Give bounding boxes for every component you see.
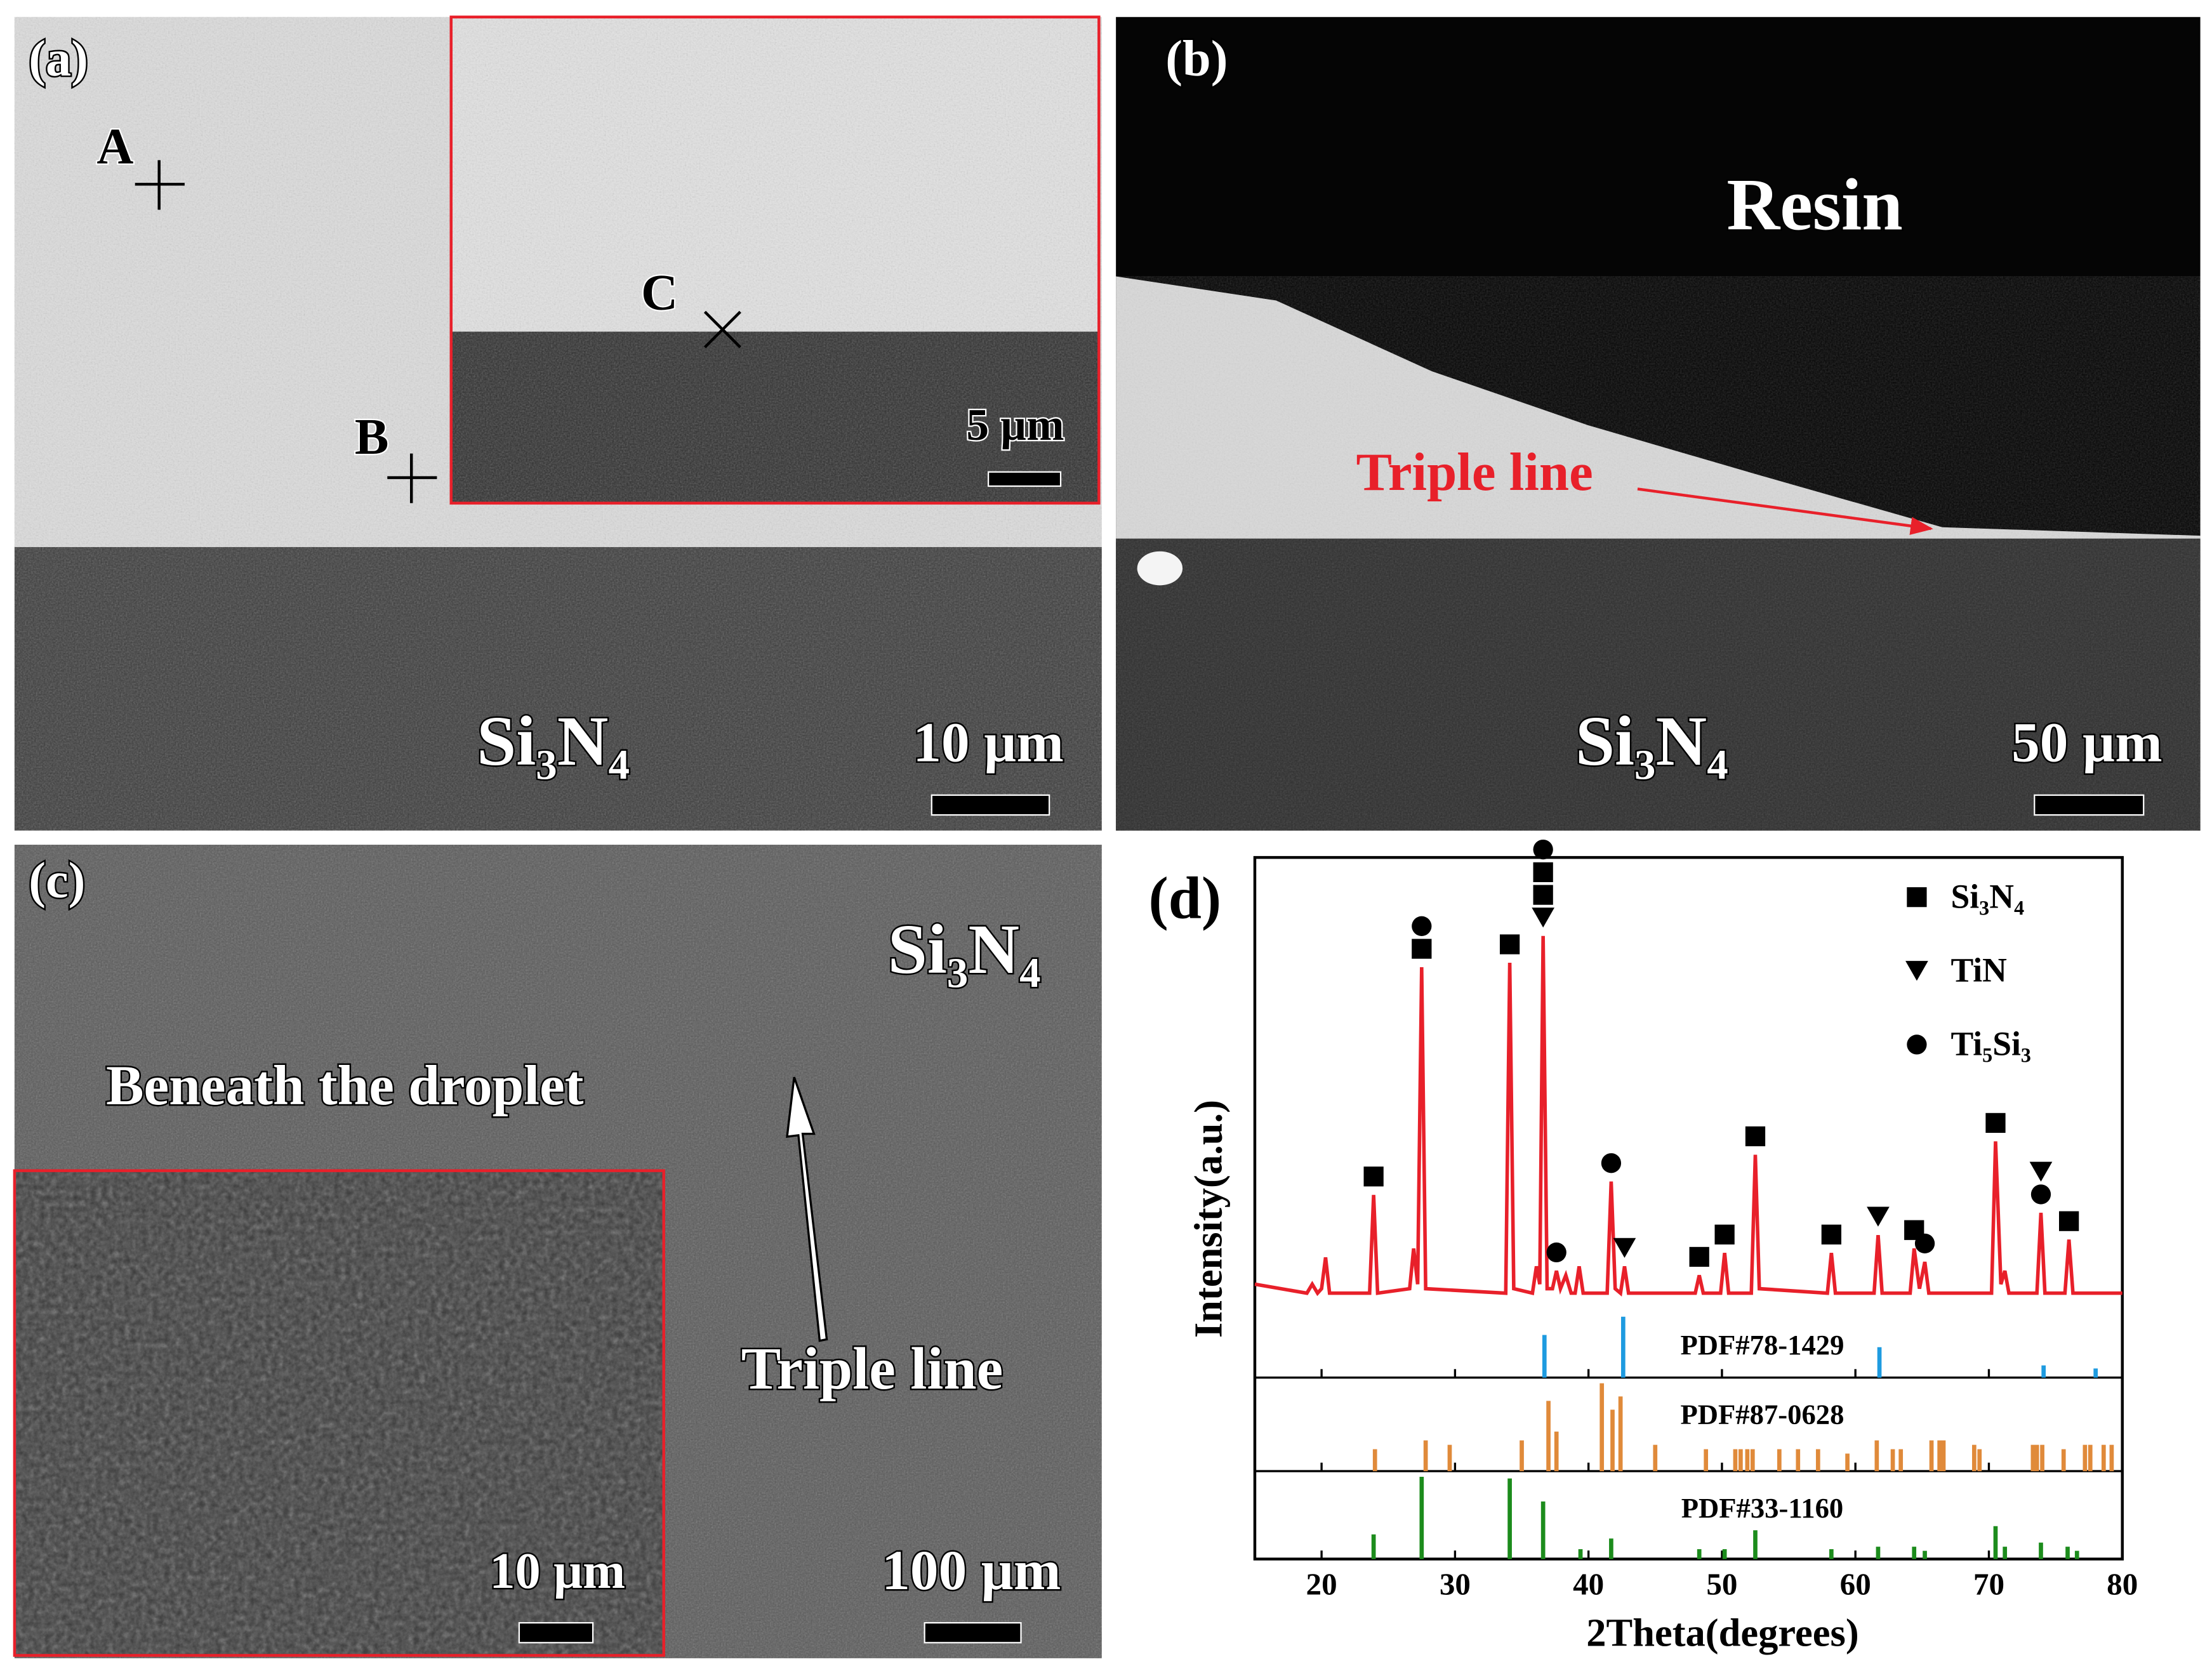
legend-symbol [1907,1034,1927,1055]
scale-label: 5 µm [966,400,1064,450]
peak-marker [1985,1113,2006,1133]
x-axis-label: 2Theta(degrees) [1586,1611,1858,1655]
reference-label: PDF#87-0628 [1681,1398,1844,1430]
peak-marker [1867,1206,1890,1227]
panel-b: (b) Resin Triple line Si₃N₄ 50 µm [1116,17,2201,831]
x-tick-label: 20 [1306,1567,1337,1602]
peak-marker [1745,1126,1766,1147]
x-tick-label: 60 [1840,1567,1871,1602]
point-label: B [355,409,389,465]
peak-marker [1689,1246,1709,1267]
cross [703,310,741,348]
peak-marker [1714,1224,1735,1245]
scale-label: 10 µm [489,1543,625,1599]
panel-label: (b) [1165,30,1228,87]
region-label: Beneath the droplet [106,1054,584,1117]
peak-marker [1412,939,1432,959]
panel-c: (c) Si₃N₄ Beneath the droplet Triple lin… [13,845,1102,1658]
peak-marker [1613,1238,1636,1258]
resin-label: Resin [1726,165,1902,246]
triple-line-label: Triple line [1356,442,1593,502]
y-axis-label: Intensity(a.u.) [1186,1100,1230,1338]
panel-a: (a) A B C 5 µm Si₃N₄ 10 µm [14,15,1102,831]
peak-marker [1533,862,1553,882]
point-label: C [641,264,678,320]
cross [387,453,437,503]
scale-bar [2034,794,2145,816]
plot-frame [1253,855,2124,1561]
peak-marker [2029,1161,2053,1182]
arrow [786,1076,828,1342]
x-tick-label: 70 [1973,1567,2004,1602]
inset-frame [449,15,1101,505]
reference-label: PDF#78-1429 [1681,1329,1844,1361]
legend-symbol [1905,961,1928,981]
scale-label: 100 µm [882,1539,1061,1602]
particle [1137,551,1183,586]
scale-bar [518,1621,594,1644]
scale-label: 50 µm [2011,711,2162,774]
legend-symbol [1907,887,1927,908]
inset-texture [14,1170,664,1656]
panel-label: (c) [29,852,85,909]
panel-label: (d) [1148,865,1221,931]
scale-bar [924,1621,1022,1644]
peak-marker [2058,1211,2079,1231]
legend-label: Si₃N₄ [1951,877,2025,915]
x-tick-label: 80 [2107,1567,2138,1602]
scale-label: 10 µm [913,711,1064,774]
xrd-pattern [1254,935,2123,1297]
reference-label: PDF#33-1160 [1681,1492,1844,1524]
peak-marker [1499,934,1520,954]
substrate-label: Si₃N₄ [888,910,1041,989]
x-tick-label: 50 [1706,1567,1737,1602]
cross [135,160,185,210]
peak-marker [2030,1184,2051,1205]
inset-texture [451,17,1099,503]
substrate-label: Si₃N₄ [477,702,630,781]
peak-marker [1546,1242,1566,1263]
panel-label: (a) [29,30,88,87]
legend-label: Ti₅Si₃ [1951,1025,2031,1063]
substrate-label: Si₃N₄ [1575,702,1728,781]
arrow [1637,487,1933,535]
inset-frame [13,1169,665,1657]
peak-marker [1821,1224,1841,1245]
peak-marker [1412,916,1432,936]
x-tick-label: 40 [1573,1567,1604,1602]
peak-marker [1533,885,1553,905]
triple-line-label: Triple line [741,1336,1003,1402]
peak-marker [1533,839,1553,860]
peak-marker [1601,1153,1622,1173]
peak-marker [1532,908,1555,928]
panel-d: (d) 2Theta(degrees) Intensity(a.u.) [1148,865,1858,1654]
peak-marker [1914,1233,1935,1253]
legend-label: TiN [1951,951,2007,989]
x-tick-label: 30 [1440,1567,1471,1602]
sem-texture [1116,276,2201,831]
scale-bar [988,471,1062,487]
peak-marker [1363,1166,1384,1187]
point-label: A [96,118,133,175]
scale-bar [930,794,1050,816]
